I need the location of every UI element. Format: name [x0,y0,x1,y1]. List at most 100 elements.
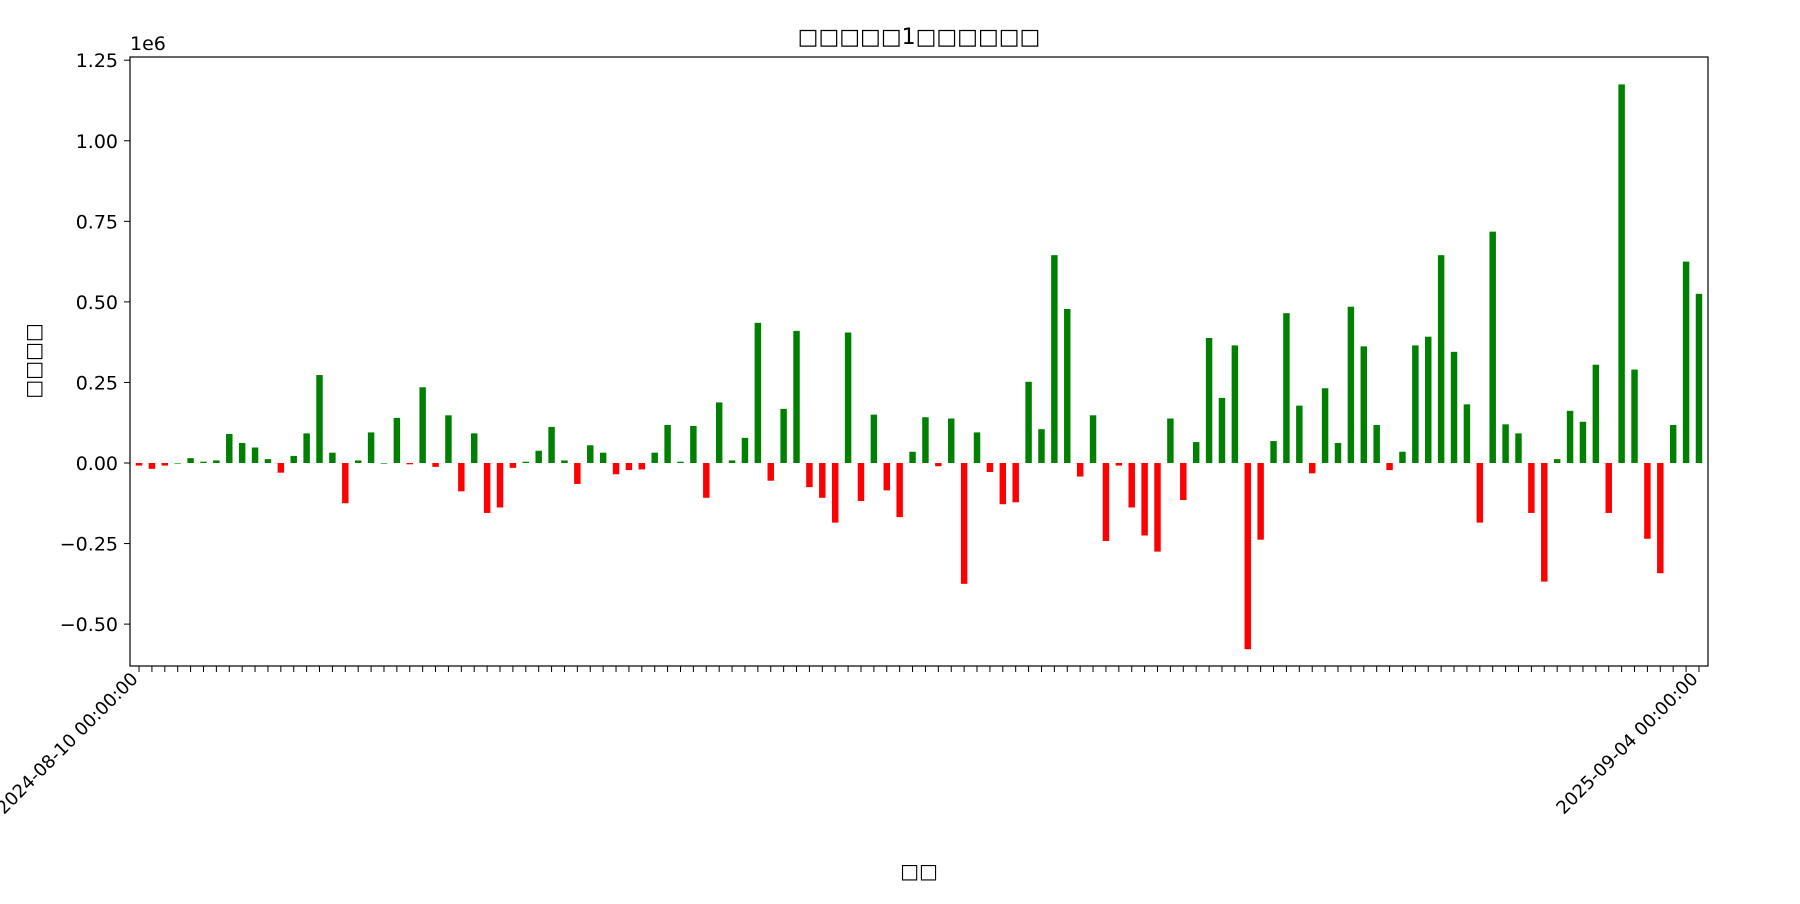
x-tick-label: 2025-09-04 00:00:00 [1552,669,1702,819]
y-tick-label: 0.75 [76,211,118,233]
bar [561,460,568,463]
bar [496,463,504,508]
bar [948,418,955,463]
bar [806,463,813,488]
bar [200,461,207,463]
bar [999,463,1007,505]
bar [1012,463,1019,503]
bar [1051,255,1058,463]
bar [342,463,349,504]
bar [135,463,143,466]
bar [432,463,439,467]
bar [1592,364,1600,463]
bar [1102,463,1110,541]
bar [380,463,388,464]
bar [960,463,968,584]
bar [587,445,594,463]
bar [754,322,762,463]
bar [831,463,839,523]
bar [1502,424,1509,463]
bar [625,463,633,471]
bar [1064,308,1071,463]
bar [664,424,671,463]
bar [393,417,401,463]
bar [1528,463,1535,513]
bar [896,463,903,518]
bar [935,463,942,467]
x-axis-label: □□ [900,859,938,883]
bar [741,437,749,463]
bar [1283,313,1290,463]
bar [973,432,981,463]
bar [1373,424,1380,463]
bar [1437,255,1445,463]
bar [419,387,426,463]
bar [1347,306,1355,463]
chart-title: □□□□□1□□□□□□ [798,25,1041,50]
bar [1541,463,1548,582]
bar [883,463,890,491]
bar [187,458,194,463]
bars-layer [135,84,1703,650]
bar [1257,463,1264,540]
bar [329,452,336,463]
bar [793,330,800,463]
y-tick-label: −0.50 [60,614,118,636]
y-tick-label: 1.00 [76,131,118,153]
bar [922,417,929,463]
bar [1669,424,1677,463]
bar [290,455,297,463]
bar [522,461,530,463]
bar [1695,293,1703,463]
bar [264,459,272,463]
bar [780,408,787,463]
bar [303,433,310,463]
bar [909,451,916,463]
bar [1205,337,1213,463]
plot-frame [129,56,1709,667]
y-tick-label: 0.50 [76,292,118,314]
bar [367,432,375,463]
bar [406,463,413,465]
bar [1141,463,1148,536]
bar [1308,463,1316,474]
bar [638,463,646,470]
bar [1412,345,1419,463]
bar [1321,388,1329,463]
bar [599,452,607,463]
bar [986,463,994,473]
bar [1360,346,1368,463]
bar [1450,351,1458,463]
bar [1076,463,1084,477]
bar [148,463,156,469]
bar [445,415,452,463]
y-tick-label: 1.25 [76,50,118,72]
bar [535,450,542,463]
bar [1631,369,1638,463]
bar [1025,381,1032,463]
bar [1231,345,1239,463]
bar [174,463,181,464]
bar [1425,336,1432,463]
bar [1386,463,1393,471]
bar [548,426,555,463]
bar [857,463,865,502]
bar [690,425,697,463]
bar [354,460,362,463]
bar [1476,463,1484,523]
bar [213,460,220,463]
bar [509,463,517,468]
bar [703,463,710,498]
bar [1334,443,1342,463]
bar [277,463,285,473]
bar [483,463,491,513]
x-tick-label: 2024-08-10 00:00:00 [0,669,143,819]
bar [651,452,658,463]
bar [715,402,723,463]
bar [1296,405,1303,463]
y-scale-label: 1e6 [130,33,166,55]
bar [251,447,259,463]
bar [728,460,736,463]
